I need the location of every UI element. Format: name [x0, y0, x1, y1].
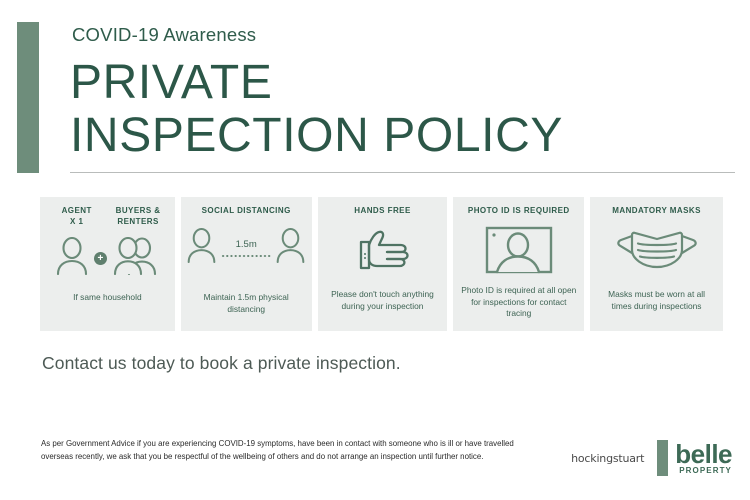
belle-logo-text: belle PROPERTY [675, 438, 732, 475]
hand-icon [351, 230, 413, 276]
two-people-icon [111, 236, 161, 280]
card-title-masks: MANDATORY MASKS [612, 206, 701, 215]
card-caption-photo-id: Photo ID is required at all open for ins… [461, 285, 577, 318]
card-caption-masks: Masks must be worn at all times during i… [608, 289, 705, 311]
policy-card-attendees: AGENT x 1 BUYERS & RENTERS + [40, 197, 175, 331]
belle-logo-bar [657, 440, 669, 476]
card-title-buyers: BUYERS & RENTERS [115, 206, 161, 226]
masks-art [614, 228, 700, 275]
policy-card-hands-free: HANDS FREE Please don't touch anything d… [317, 197, 448, 331]
accent-bar [17, 22, 39, 173]
person-icon [274, 227, 307, 268]
plus-badge-icon: + [93, 252, 107, 265]
header-divider [70, 172, 735, 173]
policy-card-photo-id: PHOTO ID IS REQUIRED Photo ID is require… [453, 197, 585, 331]
person-icon [185, 227, 218, 268]
hands-free-art [351, 228, 413, 277]
belle-logo-subtitle: PROPERTY [679, 465, 732, 475]
card-title-hands-free: HANDS FREE [354, 206, 411, 215]
attendee-titles: AGENT x 1 BUYERS & RENTERS [40, 205, 175, 227]
card-caption-hands-free: Please don't touch anything during your … [331, 289, 434, 311]
card-title-social-distancing: SOCIAL DISTANCING [201, 206, 291, 215]
photo-id-art [485, 226, 553, 279]
card-title-agent: AGENT x 1 [61, 206, 92, 226]
legal-disclaimer: As per Government Advice if you are expe… [41, 439, 514, 461]
belle-logo-name: belle [675, 438, 732, 469]
distance-label: 1.5m [235, 239, 257, 250]
policy-card-strip: AGENT x 1 BUYERS & RENTERS + [40, 197, 723, 331]
attendees-art: + [54, 236, 161, 280]
policy-card-social-distancing: SOCIAL DISTANCING 1.5m [180, 197, 312, 331]
logo-group: hockingstuart belle PROPERTY [571, 440, 732, 476]
card-title-photo-id: PHOTO ID IS REQUIRED [467, 206, 570, 215]
cta-text: Contact us today to book a private inspe… [42, 353, 401, 373]
person-icon [54, 236, 90, 280]
card-caption-attendees: If same household [73, 292, 142, 302]
social-distancing-art: 1.5m [185, 227, 307, 268]
face-mask-icon [614, 231, 700, 274]
card-caption-social-distancing: Maintain 1.5m physical distancing [203, 292, 289, 314]
eyebrow-text: COVID-19 Awareness [72, 24, 257, 45]
policy-card-masks: MANDATORY MASKS Masks must be worn at al… [590, 197, 723, 331]
belle-property-logo: belle PROPERTY [657, 440, 732, 476]
page-title: PRIVATE INSPECTION POLICY [70, 56, 563, 162]
id-photo-icon [485, 226, 553, 278]
hockingstuart-logo: hockingstuart [571, 451, 645, 465]
dotted-distance-line-icon [221, 255, 272, 257]
distance-indicator: 1.5m [220, 239, 272, 257]
